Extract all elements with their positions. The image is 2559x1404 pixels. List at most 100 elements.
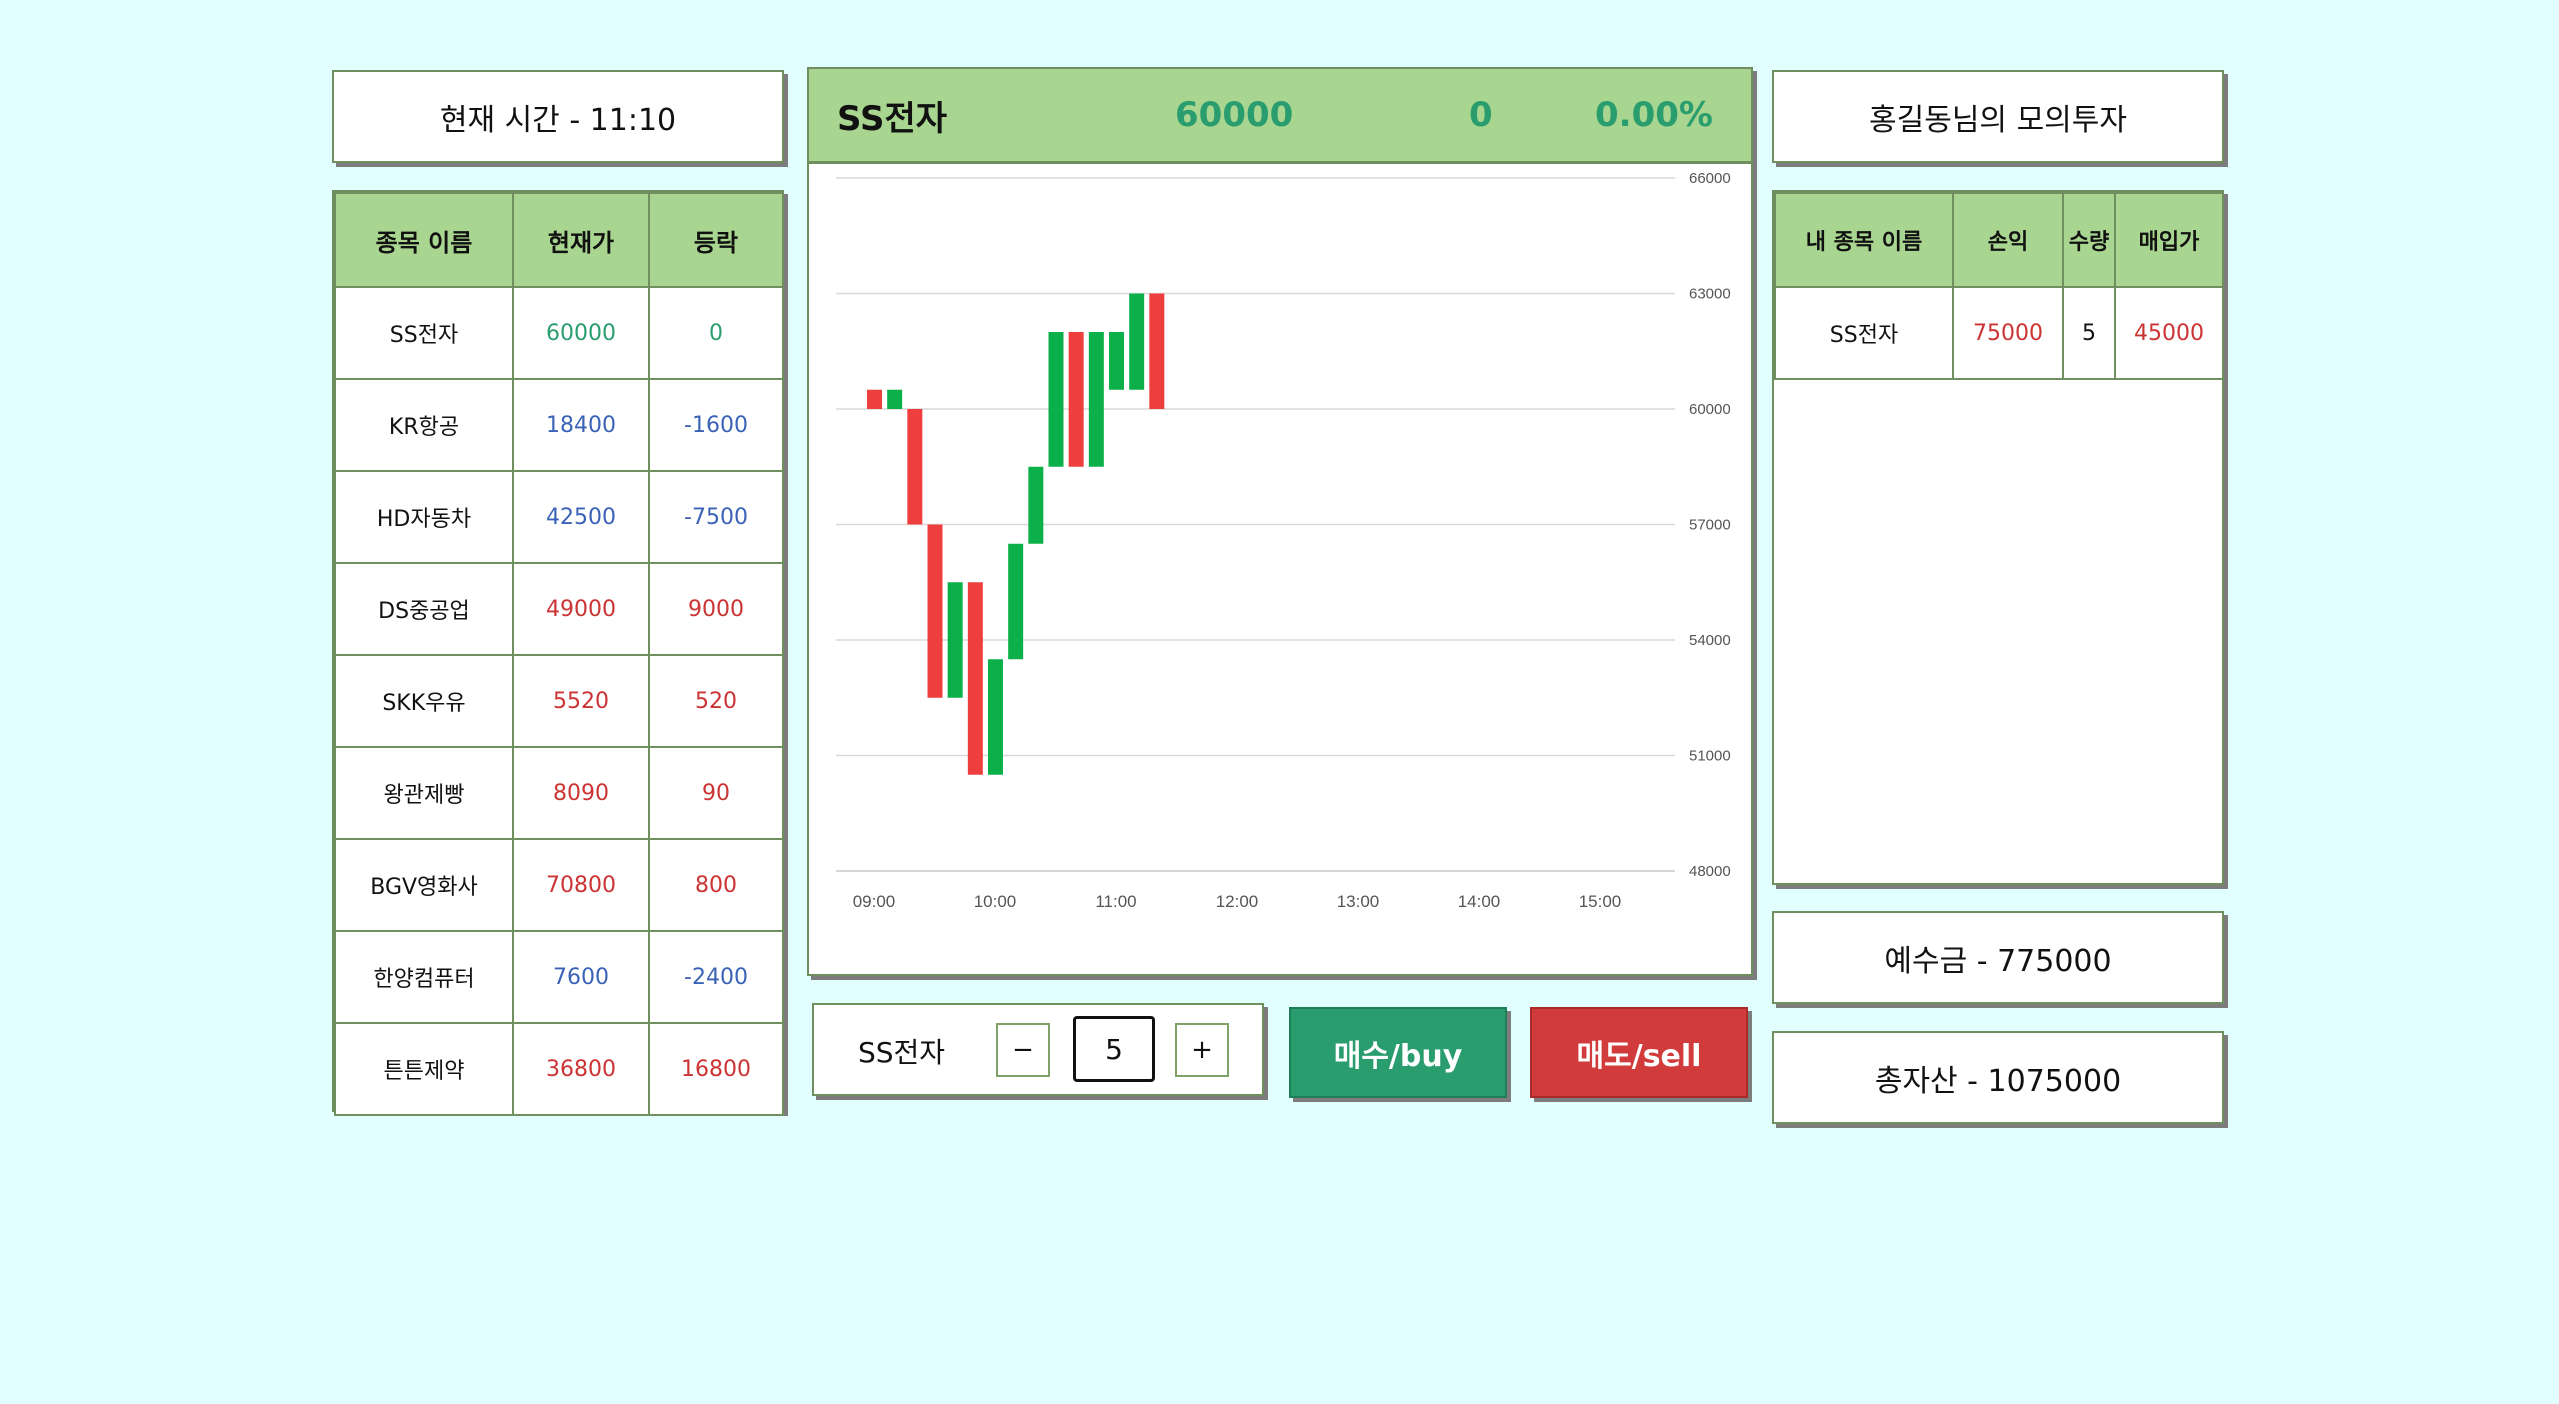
candle [1088, 332, 1104, 467]
candle [1129, 293, 1145, 390]
stock-change: 90 [648, 746, 784, 840]
stock-price: 36800 [512, 1022, 650, 1116]
selected-stock-change: 0 [1469, 95, 1493, 135]
stock-row[interactable]: SKK우유 5520 520 [334, 654, 784, 748]
y-tick-label: 54000 [1689, 632, 1731, 649]
y-tick-label: 66000 [1689, 170, 1731, 187]
stock-name: HD자동차 [334, 470, 514, 564]
portfolio-title-box: 홍길동님의 모의투자 [1772, 70, 2224, 163]
stock-price: 49000 [512, 562, 650, 656]
quantity-input[interactable]: 5 [1073, 1016, 1155, 1082]
y-tick-label: 60000 [1689, 401, 1731, 418]
candle [887, 389, 903, 409]
current-time-box: 현재 시간 - 11:10 [332, 70, 784, 163]
stock-price: 60000 [512, 286, 650, 380]
current-time-label: 현재 시간 - 11:10 [439, 102, 677, 138]
candle [867, 389, 882, 409]
candle [1028, 466, 1044, 544]
stock-change: 16800 [648, 1022, 784, 1116]
candle [1109, 332, 1124, 390]
candle [1149, 293, 1165, 409]
stock-name: KR항공 [334, 378, 514, 472]
stock-name: SKK우유 [334, 654, 514, 748]
stock-change: -1600 [648, 378, 784, 472]
y-tick-label: 57000 [1689, 517, 1731, 534]
candle [1008, 543, 1024, 660]
stock-row[interactable]: 왕관제빵 8090 90 [334, 746, 784, 840]
x-tick-label: 12:00 [1216, 892, 1259, 911]
stock-change: 520 [648, 654, 784, 748]
total-assets-box: 총자산 - 1075000 [1772, 1031, 2224, 1124]
header-current-price: 현재가 [512, 192, 650, 288]
plus-icon: + [1191, 1035, 1213, 1065]
order-panel: SS전자 − 5 + [812, 1003, 1264, 1096]
stock-row[interactable]: 한양컴퓨터 7600 -2400 [334, 930, 784, 1024]
stock-name: 한양컴퓨터 [334, 930, 514, 1024]
stock-price: 5520 [512, 654, 650, 748]
holding-row[interactable]: SS전자 75000 5 45000 [1774, 286, 2224, 380]
selected-stock-change-pct: 0.00% [1595, 95, 1713, 135]
header-change: 등락 [648, 192, 784, 288]
chart-panel: SS전자 60000 0 0.00% 48000 51000 54000 57000 6… [807, 67, 1753, 976]
stock-list-panel: 종목 이름 현재가 등락 SS전자 60000 0 KR항공 18400 -1600 HD자… [332, 190, 784, 1116]
holding-quantity: 5 [2062, 286, 2116, 380]
x-tick-label: 14:00 [1458, 892, 1501, 911]
header-quantity: 수량 [2062, 192, 2116, 288]
buy-button-label: 매수/buy [1333, 1038, 1463, 1074]
x-tick-label: 11:00 [1095, 892, 1136, 911]
stock-list-header-row: 종목 이름 현재가 등락 [334, 192, 784, 288]
selected-stock-header: SS전자 60000 0 0.00% [809, 69, 1751, 164]
y-tick-label: 51000 [1689, 748, 1731, 765]
stock-row[interactable]: KR항공 18400 -1600 [334, 378, 784, 472]
quantity-value: 5 [1105, 1032, 1123, 1066]
stock-price: 42500 [512, 470, 650, 564]
stock-row[interactable]: SS전자 60000 0 [334, 286, 784, 380]
stock-change: -2400 [648, 930, 784, 1024]
stock-row[interactable]: HD자동차 42500 -7500 [334, 470, 784, 564]
stock-name: DS중공업 [334, 562, 514, 656]
deposit-label: 예수금 - 775000 [1884, 943, 2112, 979]
stock-price: 8090 [512, 746, 650, 840]
y-tick-label: 63000 [1689, 286, 1731, 303]
stock-change: 800 [648, 838, 784, 932]
increase-quantity-button[interactable]: + [1175, 1023, 1229, 1077]
x-tick-label: 10:00 [974, 892, 1017, 911]
stock-name: SS전자 [334, 286, 514, 380]
stock-price: 70800 [512, 838, 650, 932]
holdings-header-row: 내 종목 이름 손익 수량 매입가 [1774, 192, 2224, 288]
stock-row[interactable]: BGV영화사 70800 800 [334, 838, 784, 932]
stock-price: 18400 [512, 378, 650, 472]
stock-name: 튼튼제약 [334, 1022, 514, 1116]
header-my-stock-name: 내 종목 이름 [1774, 192, 1954, 288]
selected-stock-name: SS전자 [837, 98, 948, 139]
sell-button[interactable]: 매도/sell [1530, 1007, 1748, 1098]
header-profit: 손익 [1952, 192, 2064, 288]
stock-change: 9000 [648, 562, 784, 656]
x-tick-label: 15:00 [1579, 892, 1622, 911]
stock-price: 7600 [512, 930, 650, 1024]
stock-name: BGV영화사 [334, 838, 514, 932]
deposit-box: 예수금 - 775000 [1772, 911, 2224, 1004]
holding-buy-price: 45000 [2114, 286, 2224, 380]
stock-change: -7500 [648, 470, 784, 564]
candle [907, 409, 923, 525]
buy-button[interactable]: 매수/buy [1289, 1007, 1507, 1098]
stock-row[interactable]: 튼튼제약 36800 16800 [334, 1022, 784, 1116]
candle [947, 582, 963, 698]
stock-row[interactable]: DS중공업 49000 9000 [334, 562, 784, 656]
candle [967, 582, 983, 775]
candle [988, 659, 1003, 775]
portfolio-title: 홍길동님의 모의투자 [1869, 102, 2127, 138]
selected-stock-price: 60000 [1175, 95, 1294, 135]
order-stock-name: SS전자 [858, 1036, 946, 1069]
holdings-table: 내 종목 이름 손익 수량 매입가 SS전자 75000 5 45000 [1774, 192, 2224, 380]
stock-name: 왕관제빵 [334, 746, 514, 840]
sell-button-label: 매도/sell [1576, 1038, 1702, 1074]
x-tick-label: 09:00 [853, 892, 896, 911]
holdings-panel: 내 종목 이름 손익 수량 매입가 SS전자 75000 5 45000 [1772, 190, 2224, 885]
decrease-quantity-button[interactable]: − [996, 1023, 1050, 1077]
holding-name: SS전자 [1774, 286, 1954, 380]
stock-list-table: 종목 이름 현재가 등락 SS전자 60000 0 KR항공 18400 -1600 HD자… [334, 192, 784, 1116]
y-tick-label: 48000 [1689, 863, 1731, 880]
holding-profit: 75000 [1952, 286, 2064, 380]
